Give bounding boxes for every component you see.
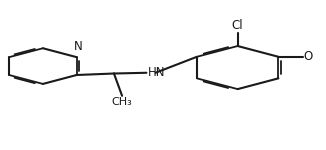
Text: O: O xyxy=(304,50,313,63)
Text: Cl: Cl xyxy=(232,19,244,32)
Text: CH₃: CH₃ xyxy=(112,97,132,107)
Text: HN: HN xyxy=(148,66,166,79)
Text: N: N xyxy=(74,40,82,53)
